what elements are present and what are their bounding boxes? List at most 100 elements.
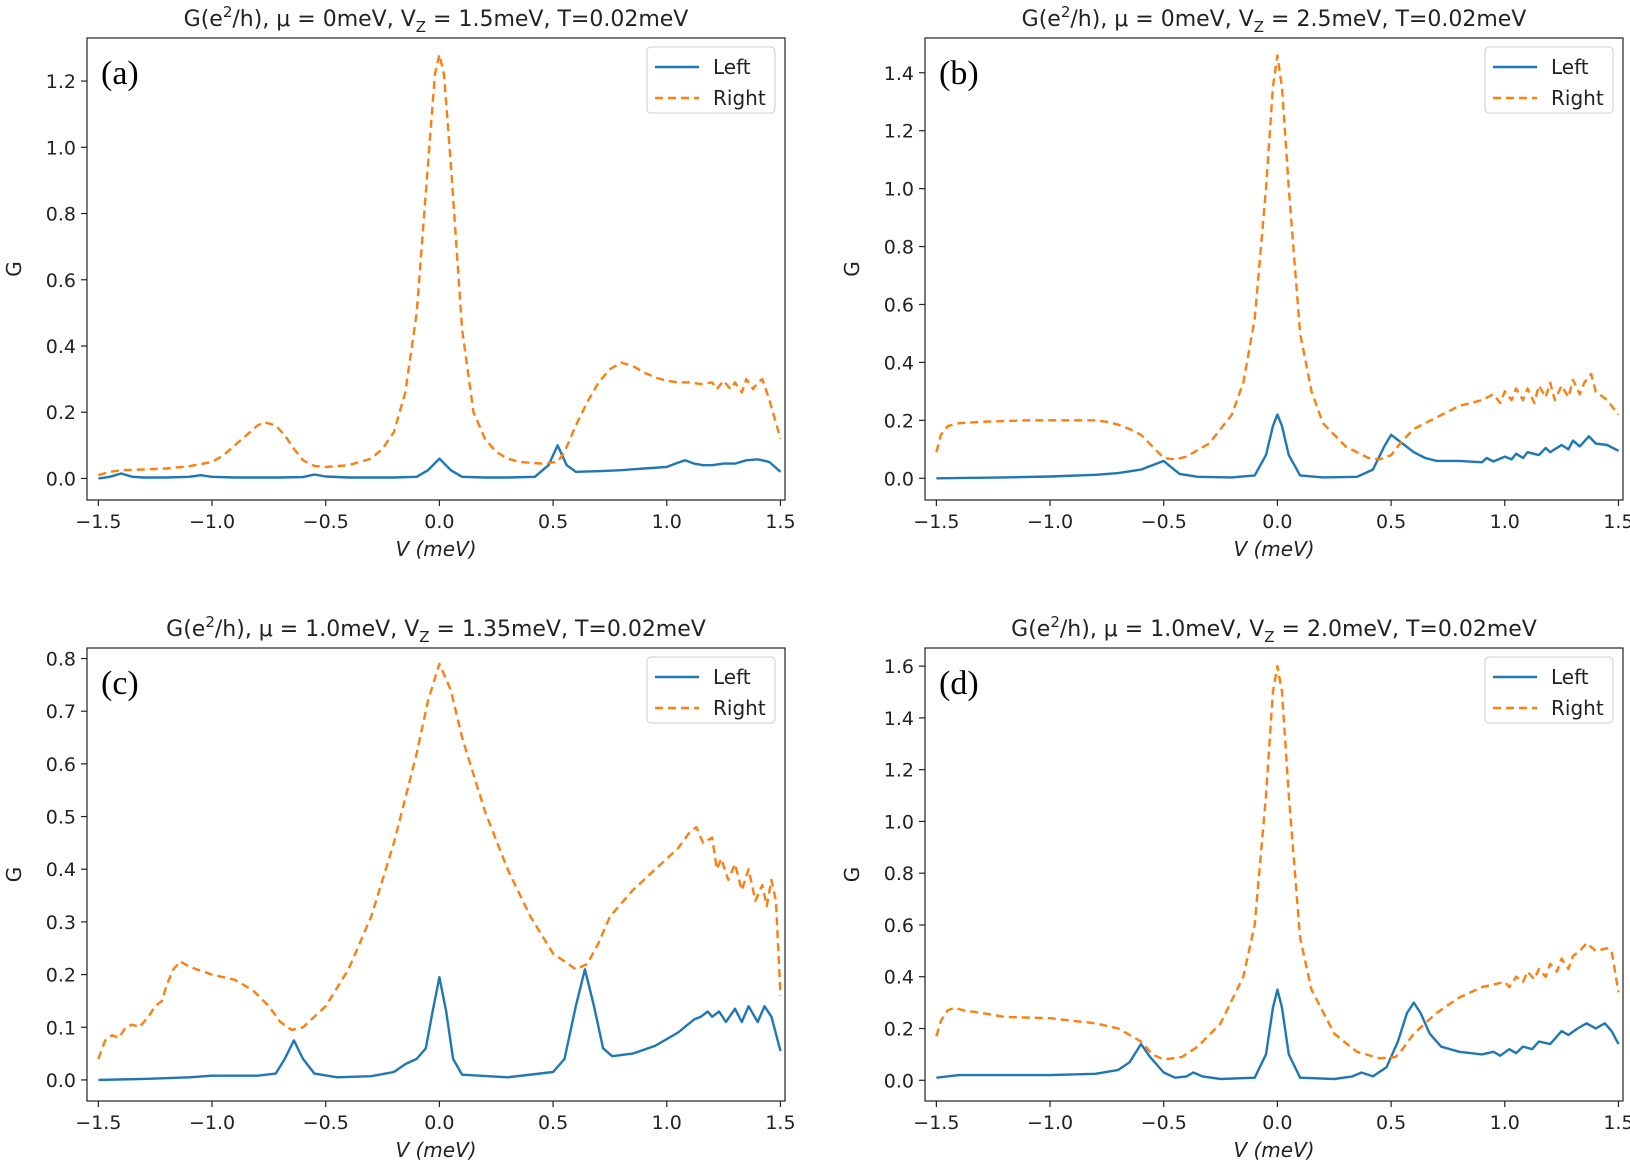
x-tick-label: −1.5 [913, 1112, 959, 1134]
y-tick-label: 0.0 [884, 1070, 914, 1092]
series-line-right [935, 664, 1620, 1061]
series-line-left [98, 444, 782, 480]
title-text: G(e [1011, 617, 1050, 642]
title-text: = 1.35meV, T=0.02meV [430, 617, 706, 642]
panel-label: (c) [101, 665, 139, 702]
title-subscript: Z [1254, 18, 1264, 36]
legend-label-right: Right [713, 86, 766, 110]
legend-label-right: Right [1551, 86, 1604, 110]
x-axis-label: V (meV) [395, 537, 476, 561]
x-tick-label: −0.5 [303, 1112, 349, 1134]
panel-b: G(e2/h), μ = 0meV, VZ = 2.5meV, T=0.02me… [840, 3, 1630, 561]
y-tick-label: 0.8 [884, 863, 914, 885]
y-tick-label: 0.6 [46, 270, 76, 292]
legend-label-right: Right [1551, 696, 1604, 720]
y-tick-label: 1.2 [46, 71, 76, 93]
y-tick-label: 1.4 [884, 708, 914, 730]
axes-frame [924, 647, 1624, 1102]
y-tick-label: 0.8 [884, 237, 914, 259]
y-tick-label: 0.0 [46, 468, 76, 490]
y-tick-label: 1.4 [884, 63, 914, 85]
legend-label-right: Right [713, 696, 766, 720]
y-tick-label: 0.4 [884, 352, 914, 374]
y-tick-label: 0.2 [884, 410, 914, 432]
y-tick-label: 0.6 [884, 915, 914, 937]
x-tick-label: −1.0 [189, 1112, 235, 1134]
y-axis-label: G [2, 261, 26, 277]
y-tick-label: 0.0 [46, 1070, 76, 1092]
title-superscript: 2 [1061, 3, 1071, 21]
title-text: = 1.5meV, T=0.02meV [426, 7, 688, 32]
x-tick-label: −1.0 [1027, 511, 1073, 533]
x-tick-label: 0.0 [1262, 511, 1292, 533]
axes-frame [924, 37, 1624, 501]
x-tick-label: 0.5 [538, 511, 568, 533]
chart-title: G(e2/h), μ = 1.0meV, VZ = 1.35meV, T=0.0… [166, 613, 706, 646]
y-tick-label: 0.4 [46, 336, 76, 358]
x-tick-label: 0.5 [1376, 1112, 1406, 1134]
legend-label-left: Left [713, 665, 751, 689]
y-tick-label: 0.6 [884, 294, 914, 316]
x-tick-label: 0.0 [1262, 1112, 1292, 1134]
y-tick-label: 1.2 [884, 121, 914, 143]
chart-title: G(e2/h), μ = 0meV, VZ = 1.5meV, T=0.02me… [184, 3, 689, 36]
y-tick-label: 0.8 [46, 649, 76, 671]
x-tick-label: 1.0 [652, 511, 682, 533]
title-text: /h), μ = 0meV, V [232, 7, 415, 32]
y-tick-label: 1.0 [884, 811, 914, 833]
y-tick-label: 0.7 [46, 701, 76, 723]
panel-a: G(e2/h), μ = 0meV, VZ = 1.5meV, T=0.02me… [2, 3, 796, 561]
x-tick-label: −0.5 [1141, 511, 1187, 533]
y-tick-label: 1.6 [884, 656, 914, 678]
title-text: G(e [184, 7, 223, 32]
x-tick-label: 0.0 [424, 511, 454, 533]
y-tick-label: 1.2 [884, 760, 914, 782]
panel-c: G(e2/h), μ = 1.0meV, VZ = 1.35meV, T=0.0… [2, 613, 796, 1162]
panel-label: (d) [939, 665, 979, 702]
x-axis-label: V (meV) [1233, 537, 1314, 561]
chart-title: G(e2/h), μ = 1.0meV, VZ = 2.0meV, T=0.02… [1011, 613, 1537, 646]
x-tick-label: −1.5 [75, 511, 121, 533]
chart-title: G(e2/h), μ = 0meV, VZ = 2.5meV, T=0.02me… [1022, 3, 1527, 36]
y-tick-label: 0.8 [46, 204, 76, 226]
x-tick-label: 1.5 [1603, 511, 1630, 533]
x-tick-label: 1.0 [1490, 511, 1520, 533]
series-line-left [936, 988, 1620, 1081]
title-text: = 2.0meV, T=0.02meV [1275, 617, 1537, 642]
title-superscript: 2 [1050, 613, 1060, 631]
panel-label: (b) [939, 55, 979, 92]
y-tick-label: 1.0 [884, 179, 914, 201]
axes-frame [86, 37, 786, 501]
legend-box [646, 46, 776, 114]
x-tick-label: 0.5 [1376, 511, 1406, 533]
x-tick-label: 1.5 [1603, 1112, 1630, 1134]
x-tick-label: 1.5 [765, 1112, 795, 1134]
legend-box [1484, 656, 1614, 724]
y-tick-label: 0.1 [46, 1017, 76, 1039]
title-text: /h), μ = 1.0meV, V [215, 617, 419, 642]
x-tick-label: −1.0 [189, 511, 235, 533]
y-tick-label: 1.0 [46, 137, 76, 159]
series-line-left [936, 413, 1620, 480]
title-text: G(e [166, 617, 205, 642]
y-tick-label: 0.5 [46, 807, 76, 829]
title-text: /h), μ = 1.0meV, V [1060, 617, 1264, 642]
x-tick-label: 0.5 [538, 1112, 568, 1134]
legend-box [1484, 46, 1614, 114]
y-tick-label: 0.3 [46, 912, 76, 934]
title-subscript: Z [416, 18, 426, 36]
x-tick-label: 1.0 [1490, 1112, 1520, 1134]
x-tick-label: −1.0 [1027, 1112, 1073, 1134]
series-line-right [98, 53, 782, 477]
y-tick-label: 0.2 [46, 965, 76, 987]
x-axis-label: V (meV) [395, 1138, 476, 1162]
title-text: G(e [1022, 7, 1061, 32]
y-tick-label: 0.4 [884, 967, 914, 989]
x-tick-label: 1.5 [765, 511, 795, 533]
x-tick-label: −0.5 [1141, 1112, 1187, 1134]
y-tick-label: 0.4 [46, 859, 76, 881]
axes-frame [86, 647, 786, 1102]
title-superscript: 2 [223, 3, 233, 21]
legend-box [646, 656, 776, 724]
panel-d: G(e2/h), μ = 1.0meV, VZ = 2.0meV, T=0.02… [840, 613, 1630, 1162]
